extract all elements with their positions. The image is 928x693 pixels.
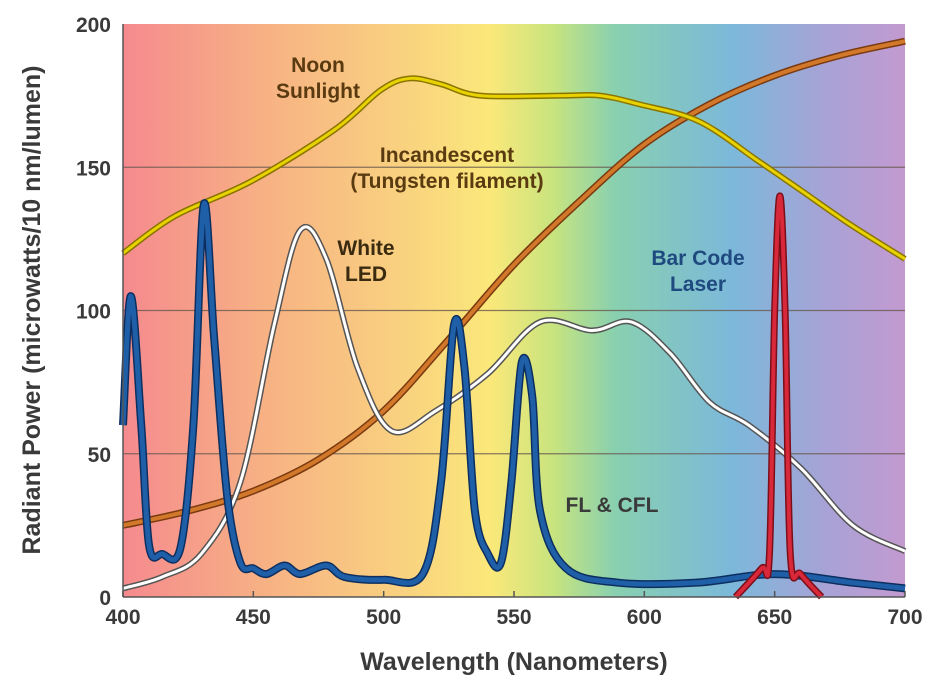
x-tick-label: 650 <box>757 606 792 629</box>
series-label: Incandescent <box>380 144 514 167</box>
series-line <box>120 200 906 591</box>
x-tick-label: 500 <box>366 606 401 629</box>
series-incandescent-tungsten-filament- <box>122 37 906 529</box>
series-line <box>122 76 906 261</box>
series-label: (Tungsten filament) <box>350 170 543 193</box>
y-tick-label: 150 <box>76 157 111 180</box>
series-bar-code-laser <box>732 192 825 600</box>
y-tick-label: 100 <box>76 301 111 324</box>
y-tick-label: 50 <box>88 444 111 467</box>
x-tick-label: 400 <box>105 606 140 629</box>
y-axis-label: Radiant Power (microwatts/10 nm/lumen) <box>18 66 46 555</box>
series-white-led <box>122 223 907 592</box>
series-label: Bar Code <box>651 247 744 270</box>
y-tick-label: 0 <box>99 587 111 610</box>
series-label: LED <box>345 263 387 286</box>
series-label: White <box>337 237 394 260</box>
x-tick-label: 550 <box>496 606 531 629</box>
series-label: Sunlight <box>276 80 360 103</box>
series-label: Laser <box>670 273 726 296</box>
series-line <box>122 225 906 590</box>
x-tick-label: 450 <box>236 606 271 629</box>
x-tick-label: 600 <box>627 606 662 629</box>
series-line <box>734 193 824 599</box>
x-tick-label: 700 <box>887 606 922 629</box>
series-fl-cfl <box>119 199 906 593</box>
series-label: Noon <box>291 54 345 77</box>
series-noon-sunlight <box>121 75 907 262</box>
series-line <box>122 39 906 528</box>
series-label: FL & CFL <box>566 494 659 517</box>
y-tick-label: 200 <box>76 14 111 37</box>
x-axis-label: Wavelength (Nanometers) <box>360 648 667 676</box>
